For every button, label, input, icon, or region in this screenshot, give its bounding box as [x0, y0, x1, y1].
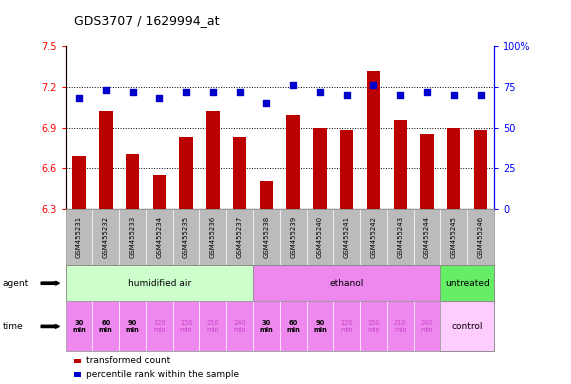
Text: GSM455235: GSM455235	[183, 216, 189, 258]
Bar	[474, 131, 487, 209]
Bar	[447, 127, 460, 209]
Text: 240
min: 240 min	[421, 320, 433, 333]
Text: GSM455236: GSM455236	[210, 216, 216, 258]
Text: 120
min: 120 min	[340, 320, 353, 333]
Point	[315, 89, 324, 95]
Text: GSM455241: GSM455241	[344, 216, 349, 258]
Point	[182, 89, 191, 95]
Text: GSM455234: GSM455234	[156, 216, 162, 258]
Point	[74, 95, 83, 101]
Text: GSM455239: GSM455239	[290, 216, 296, 258]
Text: 210
min: 210 min	[207, 320, 219, 333]
Text: percentile rank within the sample: percentile rank within the sample	[86, 370, 239, 379]
Text: 60
min: 60 min	[99, 320, 112, 333]
Bar	[99, 111, 112, 209]
Text: 90
min: 90 min	[126, 320, 139, 333]
Text: 150
min: 150 min	[367, 320, 380, 333]
Point	[101, 87, 110, 93]
Bar	[367, 71, 380, 209]
Text: 60
min: 60 min	[286, 320, 300, 333]
Text: humidified air: humidified air	[128, 279, 191, 288]
Text: time: time	[3, 322, 23, 331]
Bar	[420, 134, 434, 209]
Bar	[393, 119, 407, 209]
Point	[208, 89, 218, 95]
Bar	[126, 154, 139, 209]
Bar	[206, 111, 220, 209]
Text: 210
min: 210 min	[394, 320, 407, 333]
Text: GDS3707 / 1629994_at: GDS3707 / 1629994_at	[74, 14, 220, 27]
Bar	[152, 175, 166, 209]
Point	[423, 89, 432, 95]
Bar	[340, 131, 353, 209]
Text: agent: agent	[3, 279, 29, 288]
Text: GSM455232: GSM455232	[103, 216, 109, 258]
Point	[155, 95, 164, 101]
Text: GSM455238: GSM455238	[263, 216, 270, 258]
Text: 30
min: 30 min	[72, 320, 86, 333]
Point	[396, 92, 405, 98]
Point	[262, 100, 271, 106]
Text: GSM455245: GSM455245	[451, 216, 457, 258]
Bar	[179, 137, 193, 209]
Text: transformed count: transformed count	[86, 356, 170, 366]
Point	[235, 89, 244, 95]
Text: 30
min: 30 min	[260, 320, 274, 333]
Text: control: control	[452, 322, 483, 331]
Text: untreated: untreated	[445, 279, 489, 288]
Bar	[73, 156, 86, 209]
Text: GSM455246: GSM455246	[477, 216, 484, 258]
Text: GSM455231: GSM455231	[76, 216, 82, 258]
Bar	[287, 116, 300, 209]
Bar	[233, 137, 246, 209]
Bar	[313, 127, 327, 209]
Text: 240
min: 240 min	[234, 320, 246, 333]
Text: GSM455237: GSM455237	[236, 216, 243, 258]
Text: GSM455244: GSM455244	[424, 216, 430, 258]
Text: 120
min: 120 min	[153, 320, 166, 333]
Point	[476, 92, 485, 98]
Point	[369, 82, 378, 88]
Bar	[260, 181, 273, 209]
Text: GSM455242: GSM455242	[371, 216, 376, 258]
Text: GSM455233: GSM455233	[130, 216, 135, 258]
Text: ethanol: ethanol	[329, 279, 364, 288]
Text: GSM455240: GSM455240	[317, 216, 323, 258]
Text: 90
min: 90 min	[313, 320, 327, 333]
Point	[342, 92, 351, 98]
Point	[449, 92, 459, 98]
Point	[288, 82, 297, 88]
Point	[128, 89, 137, 95]
Text: GSM455243: GSM455243	[397, 216, 403, 258]
Text: 150
min: 150 min	[180, 320, 192, 333]
